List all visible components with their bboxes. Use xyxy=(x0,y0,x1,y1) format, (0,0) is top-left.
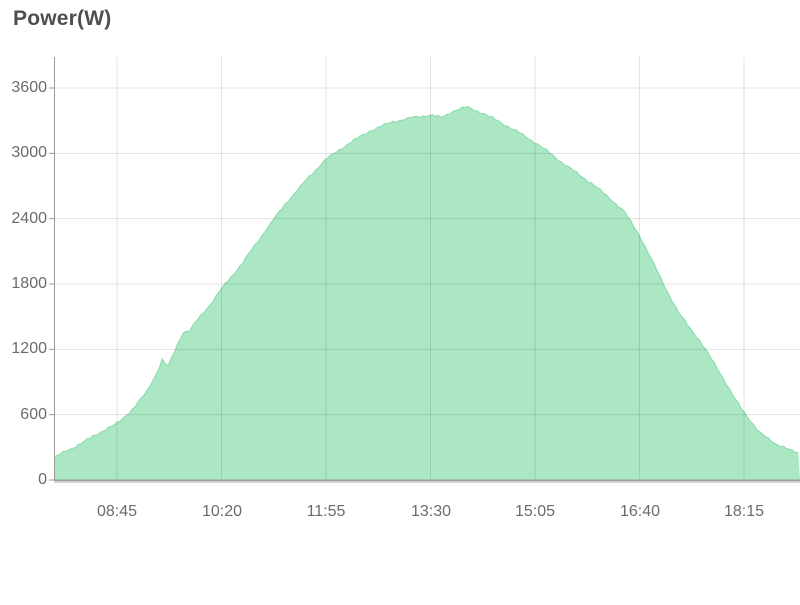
y-tick-label: 0 xyxy=(38,471,47,488)
x-tick-label: 15:05 xyxy=(514,503,556,520)
x-tick-label: 08:45 xyxy=(96,503,138,520)
y-tick-label: 600 xyxy=(20,406,47,423)
gridlines xyxy=(54,57,800,479)
x-tick-label: 10:20 xyxy=(201,503,243,520)
y-tick-label: 3000 xyxy=(11,144,47,161)
y-tick-label: 1800 xyxy=(11,275,47,292)
chart-title: Power(W) xyxy=(13,7,112,30)
y-axis xyxy=(49,57,55,481)
x-tick-label: 13:30 xyxy=(410,503,452,520)
area-series[interactable] xyxy=(54,105,800,480)
y-tick-label: 2400 xyxy=(11,210,47,227)
x-tick-label: 16:40 xyxy=(619,503,661,520)
y-tick-label: 3600 xyxy=(11,79,47,96)
x-tick-label: 11:55 xyxy=(306,503,346,520)
x-axis xyxy=(54,479,800,483)
x-tick-label: 18:15 xyxy=(723,503,765,520)
y-tick-label: 1200 xyxy=(11,340,47,357)
